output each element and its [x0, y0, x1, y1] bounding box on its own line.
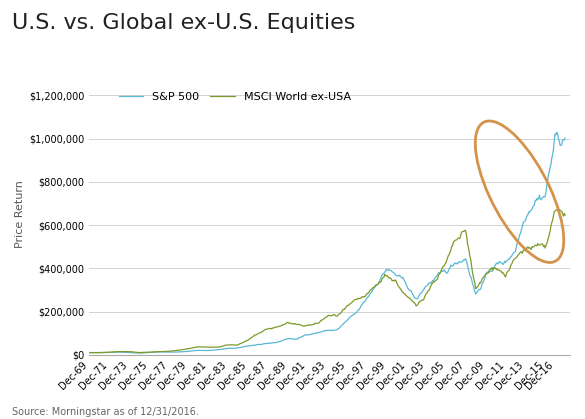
Text: Source: Morningstar as of 12/31/2016.: Source: Morningstar as of 12/31/2016.: [12, 407, 198, 417]
MSCI World ex-USA: [535, 242, 542, 247]
Line: MSCI World ex-USA: MSCI World ex-USA: [90, 209, 565, 353]
MSCI World ex-USA: [562, 212, 569, 217]
MSCI World ex-USA: [373, 283, 380, 288]
S&P 500: [535, 196, 542, 201]
S&P 500: [88, 350, 95, 355]
Line: S&P 500: S&P 500: [90, 132, 565, 353]
Text: U.S. vs. Global ex-U.S. Equities: U.S. vs. Global ex-U.S. Equities: [12, 13, 355, 33]
MSCI World ex-USA: [89, 350, 96, 355]
MSCI World ex-USA: [408, 297, 415, 302]
S&P 500: [553, 130, 560, 135]
S&P 500: [86, 350, 93, 355]
S&P 500: [136, 351, 143, 356]
MSCI World ex-USA: [88, 350, 95, 355]
MSCI World ex-USA: [253, 332, 260, 337]
S&P 500: [502, 260, 509, 265]
Legend: S&P 500, MSCI World ex-USA: S&P 500, MSCI World ex-USA: [114, 88, 355, 107]
S&P 500: [253, 342, 260, 347]
S&P 500: [373, 283, 380, 288]
MSCI World ex-USA: [502, 274, 509, 279]
S&P 500: [562, 135, 569, 140]
Y-axis label: Price Return: Price Return: [15, 180, 25, 248]
MSCI World ex-USA: [86, 350, 93, 355]
S&P 500: [408, 289, 415, 294]
MSCI World ex-USA: [555, 207, 562, 212]
